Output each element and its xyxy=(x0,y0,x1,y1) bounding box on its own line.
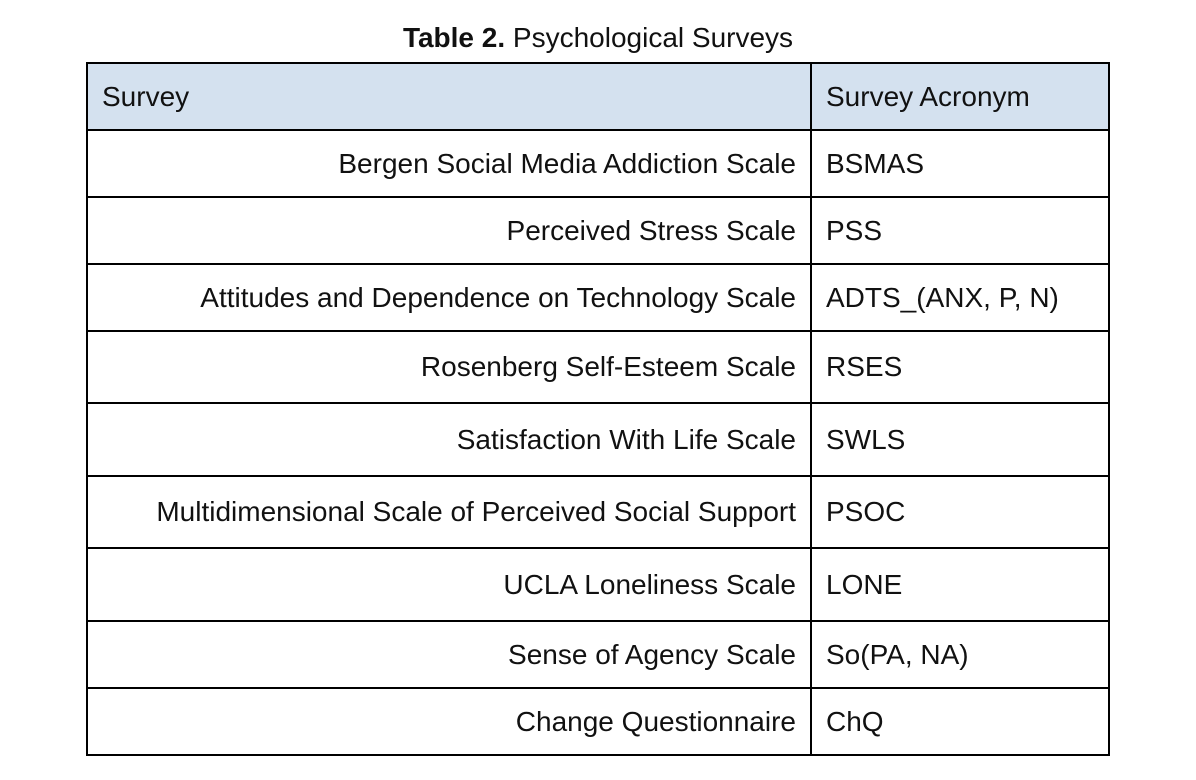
survey-acronym: PSOC xyxy=(810,475,1110,549)
surveys-table: Survey Survey Acronym Bergen Social Medi… xyxy=(86,62,1110,756)
survey-acronym: SWLS xyxy=(810,402,1110,477)
survey-name: Attitudes and Dependence on Technology S… xyxy=(86,263,812,332)
table-caption: Table 2. Psychological Surveys xyxy=(0,18,1196,58)
table-row: Sense of Agency Scale So(PA, NA) xyxy=(86,620,1110,689)
survey-name: Perceived Stress Scale xyxy=(86,196,812,265)
survey-name: Multidimensional Scale of Perceived Soci… xyxy=(86,475,812,549)
survey-acronym: ChQ xyxy=(810,687,1110,756)
table-row: Attitudes and Dependence on Technology S… xyxy=(86,263,1110,332)
header-survey-acronym: Survey Acronym xyxy=(810,62,1110,131)
survey-name: UCLA Loneliness Scale xyxy=(86,547,812,622)
table-title: Psychological Surveys xyxy=(512,22,794,53)
header-survey: Survey xyxy=(86,62,812,131)
survey-name: Change Questionnaire xyxy=(86,687,812,756)
survey-acronym: PSS xyxy=(810,196,1110,265)
table-row: Multidimensional Scale of Perceived Soci… xyxy=(86,475,1110,549)
survey-acronym: RSES xyxy=(810,330,1110,404)
survey-acronym: ADTS_(ANX, P, N) xyxy=(810,263,1110,332)
survey-name: Rosenberg Self-Esteem Scale xyxy=(86,330,812,404)
table-number: Table 2. xyxy=(402,22,506,53)
survey-acronym: BSMAS xyxy=(810,129,1110,198)
survey-acronym: So(PA, NA) xyxy=(810,620,1110,689)
table-row: Satisfaction With Life Scale SWLS xyxy=(86,402,1110,477)
survey-name: Sense of Agency Scale xyxy=(86,620,812,689)
table-row: Bergen Social Media Addiction Scale BSMA… xyxy=(86,129,1110,198)
survey-acronym: LONE xyxy=(810,547,1110,622)
header-row: Survey Survey Acronym xyxy=(86,62,1110,131)
table-row: Change Questionnaire ChQ xyxy=(86,687,1110,756)
survey-name: Satisfaction With Life Scale xyxy=(86,402,812,477)
table-row: Rosenberg Self-Esteem Scale RSES xyxy=(86,330,1110,404)
table-row: UCLA Loneliness Scale LONE xyxy=(86,547,1110,622)
survey-name: Bergen Social Media Addiction Scale xyxy=(86,129,812,198)
table-row: Perceived Stress Scale PSS xyxy=(86,196,1110,265)
